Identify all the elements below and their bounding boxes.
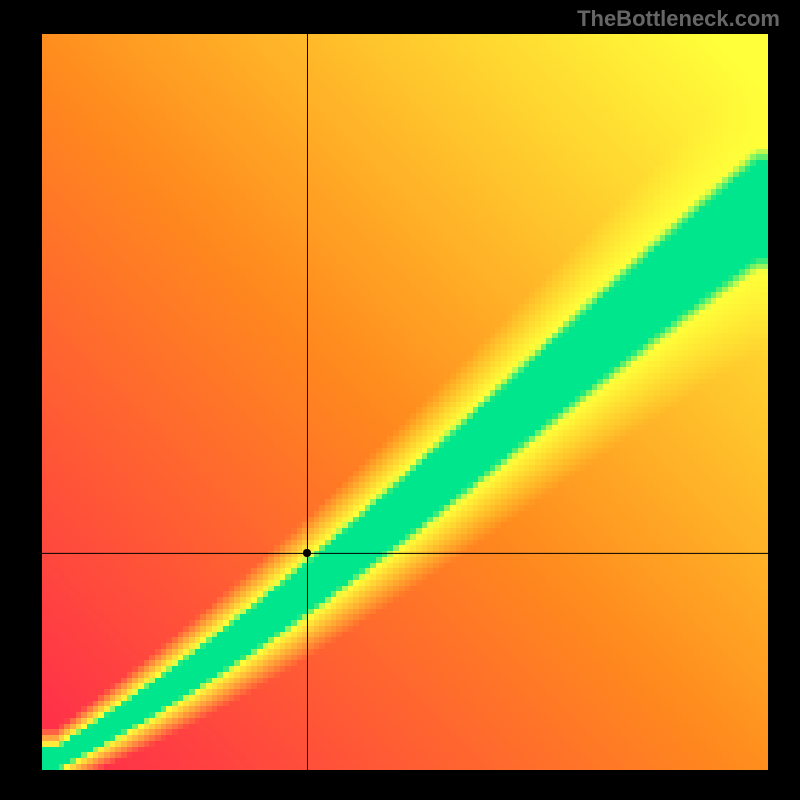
watermark-text: TheBottleneck.com <box>577 6 780 32</box>
bottleneck-heatmap <box>42 34 768 770</box>
chart-container: { "watermark": { "text": "TheBottleneck.… <box>0 0 800 800</box>
